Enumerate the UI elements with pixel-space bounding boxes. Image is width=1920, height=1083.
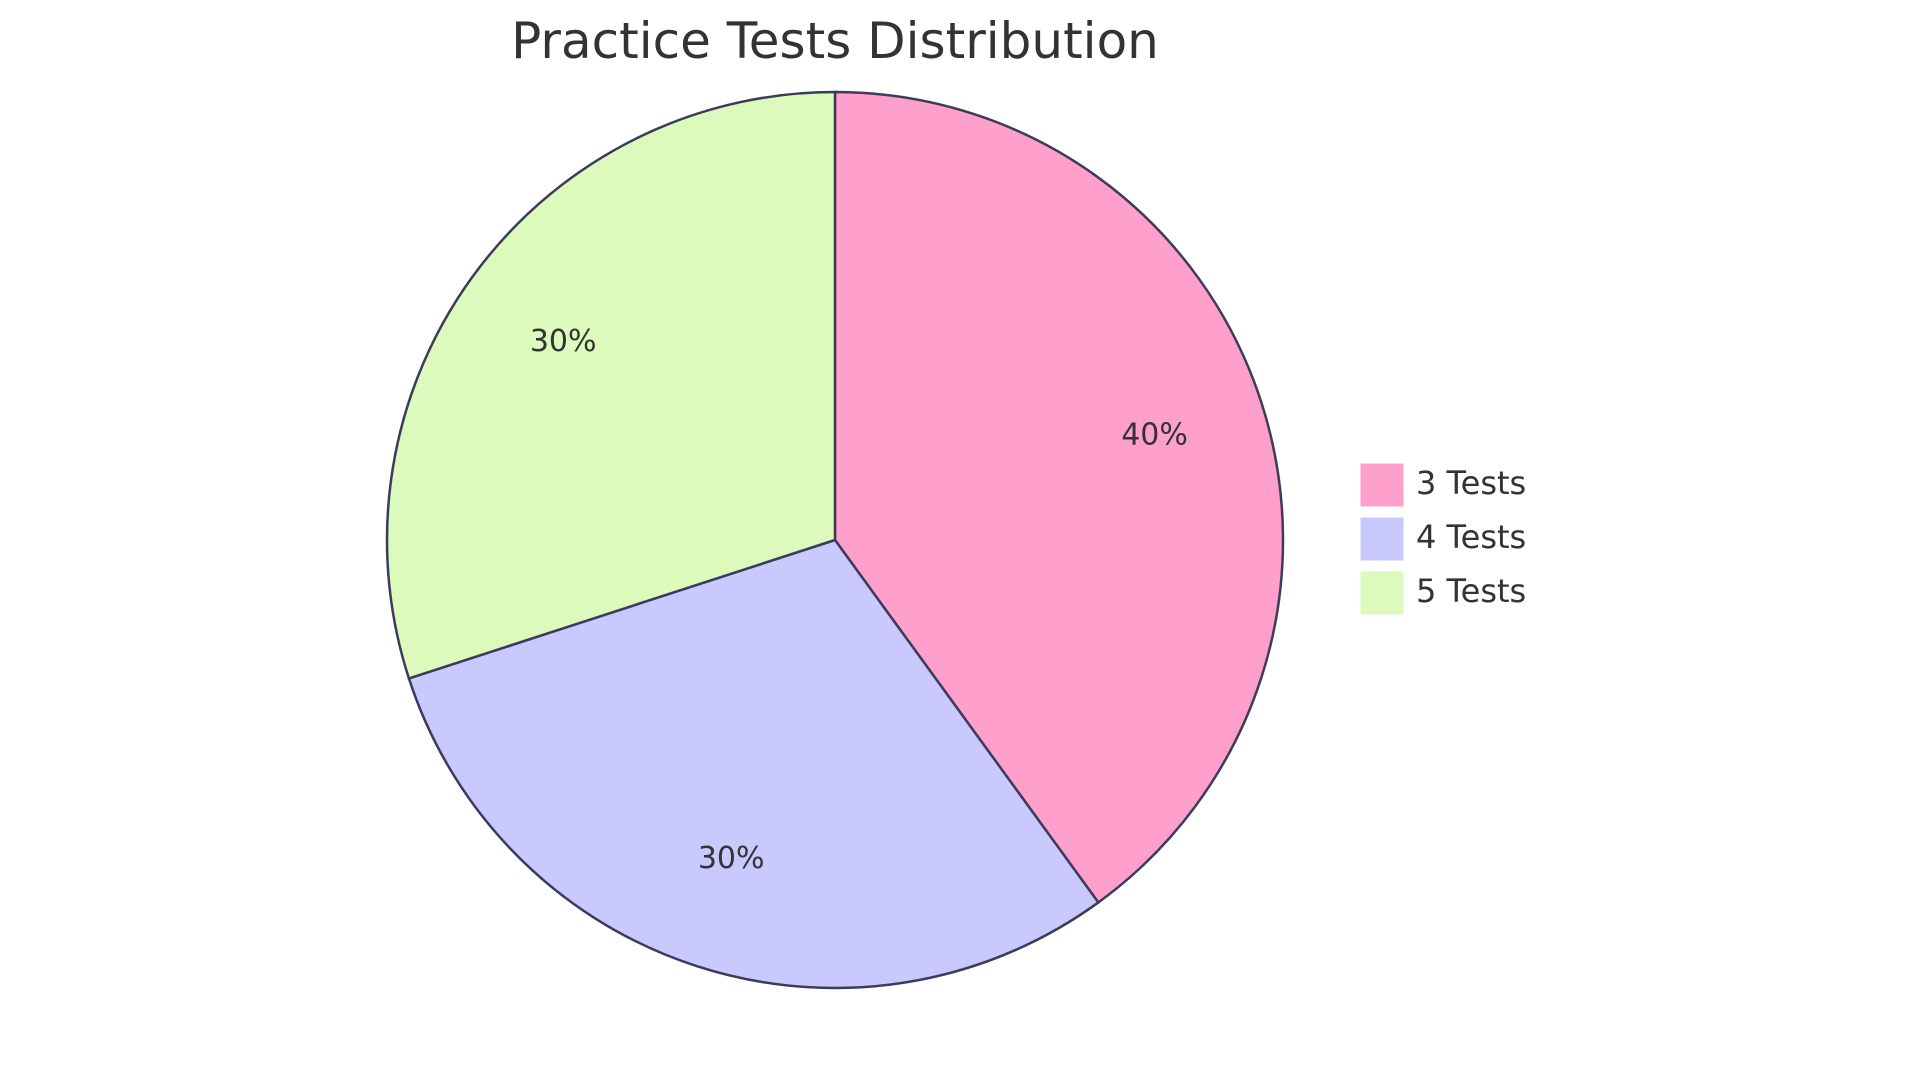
pie-slice-1 <box>833 90 1285 905</box>
legend-swatch-1 <box>1359 462 1405 508</box>
legend-swatch-3 <box>1359 570 1405 616</box>
pie-slice-labels: 40% 30% 30% <box>530 324 1188 876</box>
chart-title: Practice Tests Distribution <box>511 12 1159 70</box>
pie-slice-2 <box>407 538 1101 990</box>
legend-label-3: 5 Tests <box>1416 572 1526 610</box>
pie-slice-label-2: 30% <box>698 841 765 876</box>
pie-slice-3 <box>385 90 837 681</box>
legend-label-2: 4 Tests <box>1416 518 1526 556</box>
pie-slices <box>385 90 1285 990</box>
legend-swatch-2 <box>1359 516 1405 562</box>
pie-slice-label-3: 30% <box>530 324 597 359</box>
pie-slice-label-1: 40% <box>1121 418 1188 453</box>
legend-label-1: 3 Tests <box>1416 464 1526 502</box>
legend: 3 Tests 4 Tests 5 Tests <box>1359 462 1526 616</box>
